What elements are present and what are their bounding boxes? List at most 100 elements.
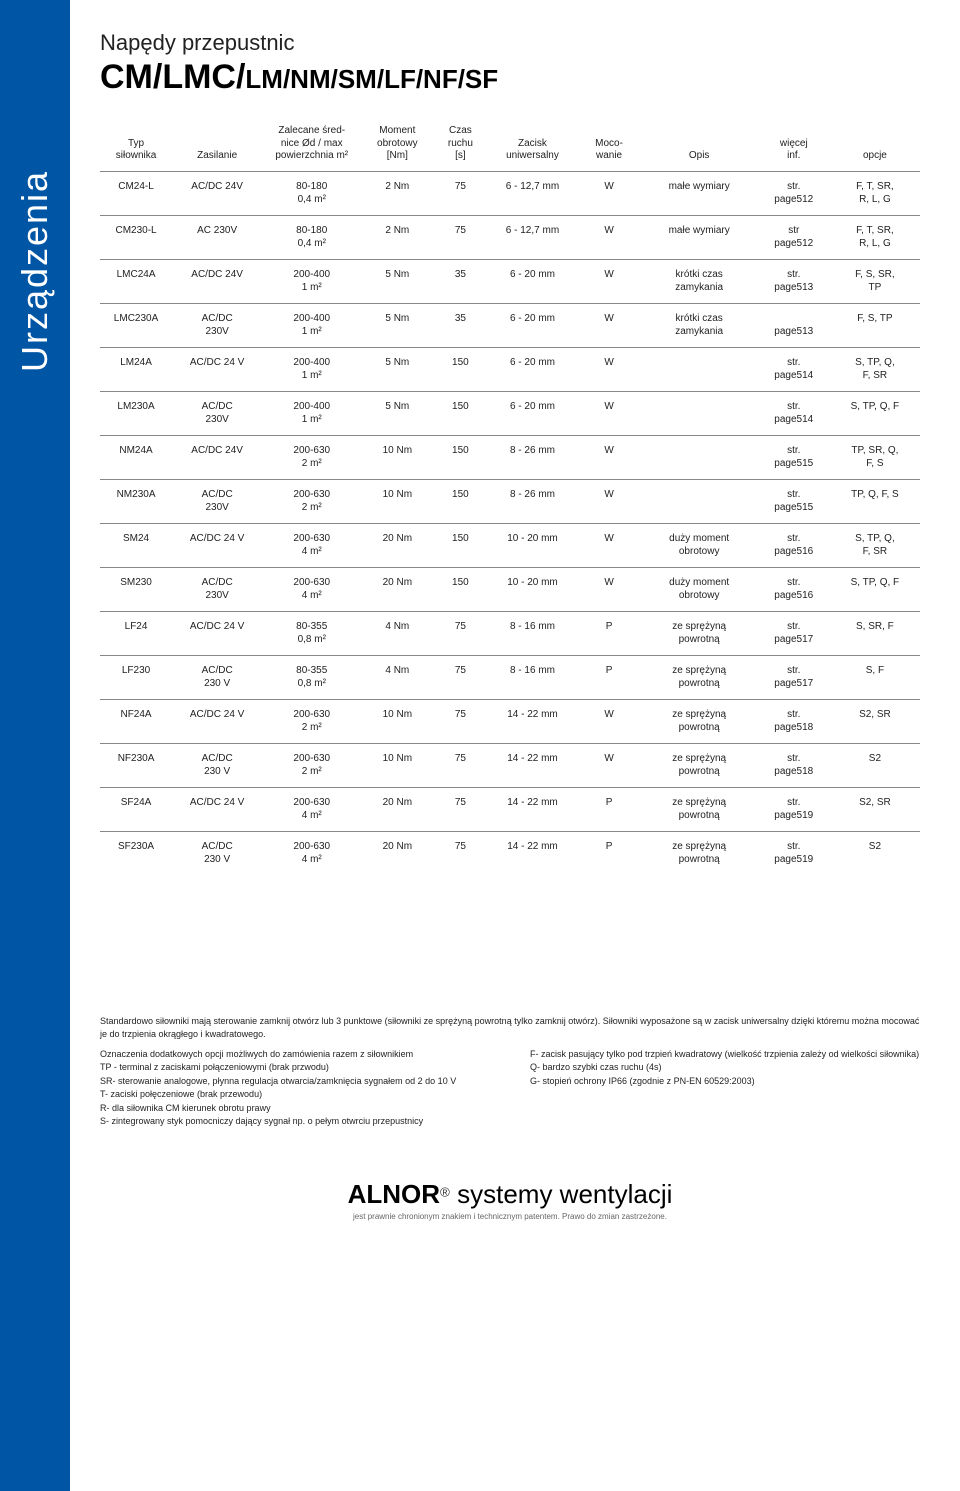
- table-cell: P: [578, 787, 641, 831]
- table-header-cell: Momentobrotowy[Nm]: [361, 121, 433, 171]
- table-cell: W: [578, 479, 641, 523]
- table-cell: page513: [758, 303, 830, 347]
- table-cell: str.page518: [758, 743, 830, 787]
- table-cell: TP, Q, F, S: [830, 479, 920, 523]
- table-cell: 14 - 22 mm: [487, 699, 577, 743]
- table-cell: S2: [830, 743, 920, 787]
- table-row: LMC230AAC/DC230V200-4001 m²5 Nm356 - 20 …: [100, 303, 920, 347]
- table-cell: ze sprężynąpowrotną: [641, 611, 758, 655]
- table-row: NF24AAC/DC 24 V200-6302 m²10 Nm7514 - 22…: [100, 699, 920, 743]
- table-cell: P: [578, 611, 641, 655]
- notes-intro: Standardowo siłowniki mają sterowanie za…: [100, 1015, 920, 1042]
- table-row: CM24-LAC/DC 24V80-1800,4 m²2 Nm756 - 12,…: [100, 171, 920, 215]
- table-row: NM24AAC/DC 24V200-6302 m²10 Nm1508 - 26 …: [100, 435, 920, 479]
- sidebar: Urządzenia: [0, 0, 70, 1491]
- table-cell: 4 Nm: [361, 611, 433, 655]
- table-cell: 20 Nm: [361, 787, 433, 831]
- table-cell: SF24A: [100, 787, 172, 831]
- table-cell: W: [578, 523, 641, 567]
- table-cell: str.page517: [758, 611, 830, 655]
- table-cell: małe wymiary: [641, 171, 758, 215]
- table-cell: str.page516: [758, 523, 830, 567]
- table-cell: ze sprężynąpowrotną: [641, 699, 758, 743]
- table-cell: 2 Nm: [361, 171, 433, 215]
- table-cell: CM24-L: [100, 171, 172, 215]
- table-cell: ze sprężynąpowrotną: [641, 831, 758, 875]
- table-header-cell: Opis: [641, 121, 758, 171]
- table-row: LF230AC/DC230 V80-3550,8 m²4 Nm758 - 16 …: [100, 655, 920, 699]
- table-cell: AC 230V: [172, 215, 262, 259]
- table-cell: LMC230A: [100, 303, 172, 347]
- table-cell: P: [578, 831, 641, 875]
- page-root: Urządzenia Napędy przepustnic CM/LMC/LM/…: [0, 0, 960, 1491]
- table-cell: 150: [433, 479, 487, 523]
- table-cell: str.page515: [758, 435, 830, 479]
- table-cell: 200-6304 m²: [262, 523, 361, 567]
- table-cell: str.page515: [758, 479, 830, 523]
- table-cell: 200-6304 m²: [262, 787, 361, 831]
- table-cell: W: [578, 699, 641, 743]
- table-cell: 14 - 22 mm: [487, 787, 577, 831]
- header-big-rest: LM/NM/SM/LF/NF/SF: [245, 64, 498, 94]
- table-cell: 75: [433, 655, 487, 699]
- table-cell: 200-4001 m²: [262, 259, 361, 303]
- notes-line: T- zaciski połęczeniowe (brak przewodu): [100, 1088, 490, 1102]
- table-header-cell: Zaciskuniwersalny: [487, 121, 577, 171]
- notes-line: S- zintegrowany styk pomocniczy dający s…: [100, 1115, 490, 1129]
- table-cell: 6 - 20 mm: [487, 259, 577, 303]
- table-row: LMC24AAC/DC 24V200-4001 m²5 Nm356 - 20 m…: [100, 259, 920, 303]
- table-cell: AC/DC230 V: [172, 831, 262, 875]
- table-cell: 10 Nm: [361, 699, 433, 743]
- footer: ALNOR® systemy wentylacji jest prawnie c…: [100, 1179, 920, 1221]
- table-cell: NF24A: [100, 699, 172, 743]
- table-cell: [641, 479, 758, 523]
- table-cell: 10 Nm: [361, 743, 433, 787]
- table-cell: 200-6302 m²: [262, 699, 361, 743]
- table-cell: 14 - 22 mm: [487, 831, 577, 875]
- table-cell: W: [578, 259, 641, 303]
- table-cell: 8 - 16 mm: [487, 611, 577, 655]
- table-cell: CM230-L: [100, 215, 172, 259]
- table-cell: F, T, SR,R, L, G: [830, 171, 920, 215]
- table-body: CM24-LAC/DC 24V80-1800,4 m²2 Nm756 - 12,…: [100, 171, 920, 875]
- table-cell: 150: [433, 347, 487, 391]
- table-cell: krótki czaszamykania: [641, 303, 758, 347]
- table-cell: S2, SR: [830, 787, 920, 831]
- table-cell: 5 Nm: [361, 391, 433, 435]
- table-cell: 4 Nm: [361, 655, 433, 699]
- table-cell: AC/DC 24V: [172, 259, 262, 303]
- table-row: LF24AC/DC 24 V80-3550,8 m²4 Nm758 - 16 m…: [100, 611, 920, 655]
- table-cell: 10 Nm: [361, 435, 433, 479]
- table-cell: S2: [830, 831, 920, 875]
- table-cell: SM24: [100, 523, 172, 567]
- table-cell: 20 Nm: [361, 831, 433, 875]
- table-cell: 5 Nm: [361, 303, 433, 347]
- table-cell: W: [578, 171, 641, 215]
- table-cell: F, S, TP: [830, 303, 920, 347]
- table-cell: 6 - 20 mm: [487, 391, 577, 435]
- table-cell: 200-6304 m²: [262, 567, 361, 611]
- table-cell: 75: [433, 171, 487, 215]
- table-cell: 10 Nm: [361, 479, 433, 523]
- notes-line: G- stopień ochrony IP66 (zgodnie z PN-EN…: [530, 1075, 920, 1089]
- table-cell: 150: [433, 435, 487, 479]
- table-cell: 200-4001 m²: [262, 391, 361, 435]
- table-cell: W: [578, 743, 641, 787]
- table-cell: 150: [433, 391, 487, 435]
- table-cell: 200-6302 m²: [262, 743, 361, 787]
- table-row: CM230-LAC 230V80-1800,4 m²2 Nm756 - 12,7…: [100, 215, 920, 259]
- table-cell: S, TP, Q,F, SR: [830, 523, 920, 567]
- footer-reg: ®: [440, 1184, 450, 1199]
- table-cell: TP, SR, Q,F, S: [830, 435, 920, 479]
- table-cell: duży momentobrotowy: [641, 523, 758, 567]
- table-cell: 150: [433, 567, 487, 611]
- table-cell: AC/DC 24V: [172, 171, 262, 215]
- table-cell: str.page519: [758, 787, 830, 831]
- table-cell: AC/DC230V: [172, 391, 262, 435]
- table-cell: str.page514: [758, 391, 830, 435]
- table-cell: F, T, SR,R, L, G: [830, 215, 920, 259]
- table-cell: [641, 435, 758, 479]
- table-header: TypsiłownikaZasilanieZalecane śred-nice …: [100, 121, 920, 171]
- table-cell: 200-6304 m²: [262, 831, 361, 875]
- table-cell: 8 - 16 mm: [487, 655, 577, 699]
